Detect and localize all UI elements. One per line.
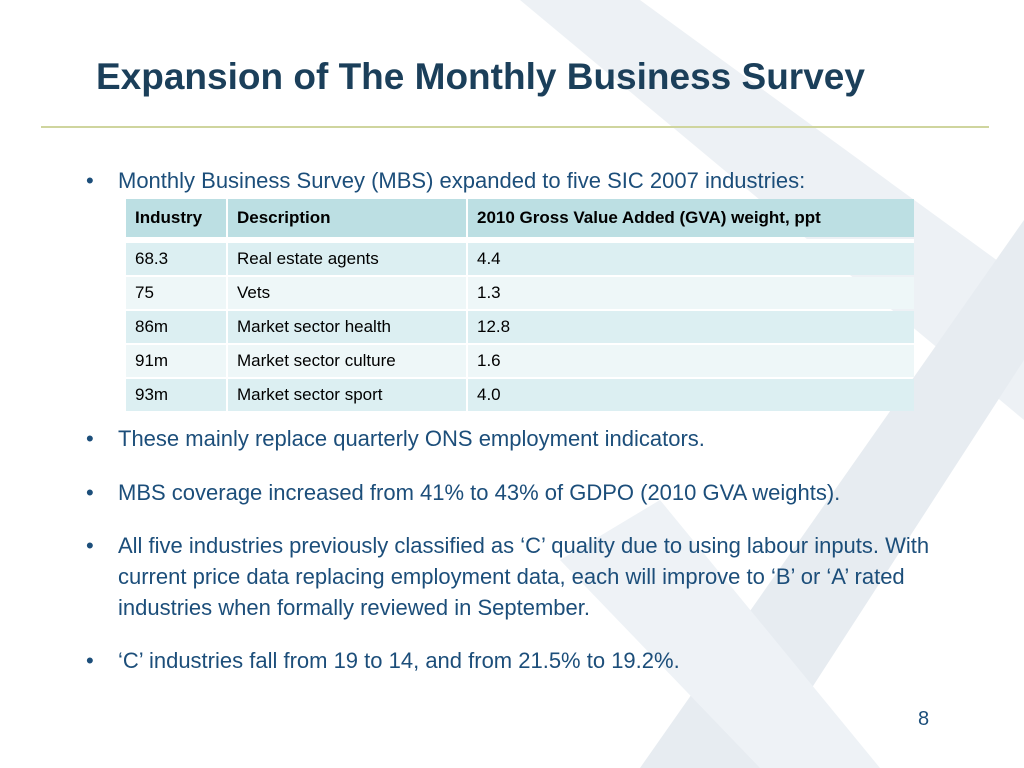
- industry-table: Industry Description 2010 Gross Value Ad…: [124, 197, 916, 413]
- cell-description: Market sector culture: [228, 345, 466, 377]
- bullet-text: ‘C’ industries fall from 19 to 14, and f…: [118, 648, 680, 673]
- bullet-item: • Monthly Business Survey (MBS) expanded…: [86, 165, 946, 196]
- cell-description: Market sector health: [228, 311, 466, 343]
- cell-industry: 86m: [126, 311, 226, 343]
- cell-industry: 91m: [126, 345, 226, 377]
- bullet-item: • ‘C’ industries fall from 19 to 14, and…: [86, 645, 946, 676]
- table-row: 93m Market sector sport 4.0: [126, 379, 914, 411]
- slide-title: Expansion of The Monthly Business Survey: [96, 56, 865, 97]
- table-row: 68.3 Real estate agents 4.4: [126, 239, 914, 275]
- table-row: 91m Market sector culture 1.6: [126, 345, 914, 377]
- cell-gva-weight: 12.8: [468, 311, 914, 343]
- title-divider: [41, 126, 989, 128]
- column-header-gva-weight: 2010 Gross Value Added (GVA) weight, ppt: [468, 199, 914, 237]
- cell-gva-weight: 4.4: [468, 239, 914, 275]
- bullet-symbol: •: [86, 648, 94, 673]
- bullet-text: These mainly replace quarterly ONS emplo…: [118, 426, 705, 451]
- bullet-symbol: •: [86, 480, 94, 505]
- column-header-description: Description: [228, 199, 466, 237]
- column-header-industry: Industry: [126, 199, 226, 237]
- bullet-symbol: •: [86, 533, 94, 558]
- bullet-symbol: •: [86, 168, 94, 193]
- bullet-item: • These mainly replace quarterly ONS emp…: [86, 423, 946, 454]
- cell-description: Vets: [228, 277, 466, 309]
- bullet-text: MBS coverage increased from 41% to 43% o…: [118, 480, 841, 505]
- table-header-row: Industry Description 2010 Gross Value Ad…: [126, 199, 914, 237]
- cell-gva-weight: 1.3: [468, 277, 914, 309]
- cell-industry: 93m: [126, 379, 226, 411]
- bullet-item: • MBS coverage increased from 41% to 43%…: [86, 477, 986, 508]
- table-row: 75 Vets 1.3: [126, 277, 914, 309]
- cell-gva-weight: 4.0: [468, 379, 914, 411]
- background-x-stroke-lower: [560, 500, 880, 768]
- cell-description: Real estate agents: [228, 239, 466, 275]
- cell-gva-weight: 1.6: [468, 345, 914, 377]
- cell-industry: 68.3: [126, 239, 226, 275]
- cell-description: Market sector sport: [228, 379, 466, 411]
- bullet-text: All five industries previously classifie…: [118, 533, 930, 620]
- page-number: 8: [918, 708, 930, 730]
- cell-industry: 75: [126, 277, 226, 309]
- bullet-symbol: •: [86, 426, 94, 451]
- bullet-item: • All five industries previously classif…: [86, 530, 946, 623]
- table-row: 86m Market sector health 12.8: [126, 311, 914, 343]
- bullet-text: Monthly Business Survey (MBS) expanded t…: [118, 168, 806, 193]
